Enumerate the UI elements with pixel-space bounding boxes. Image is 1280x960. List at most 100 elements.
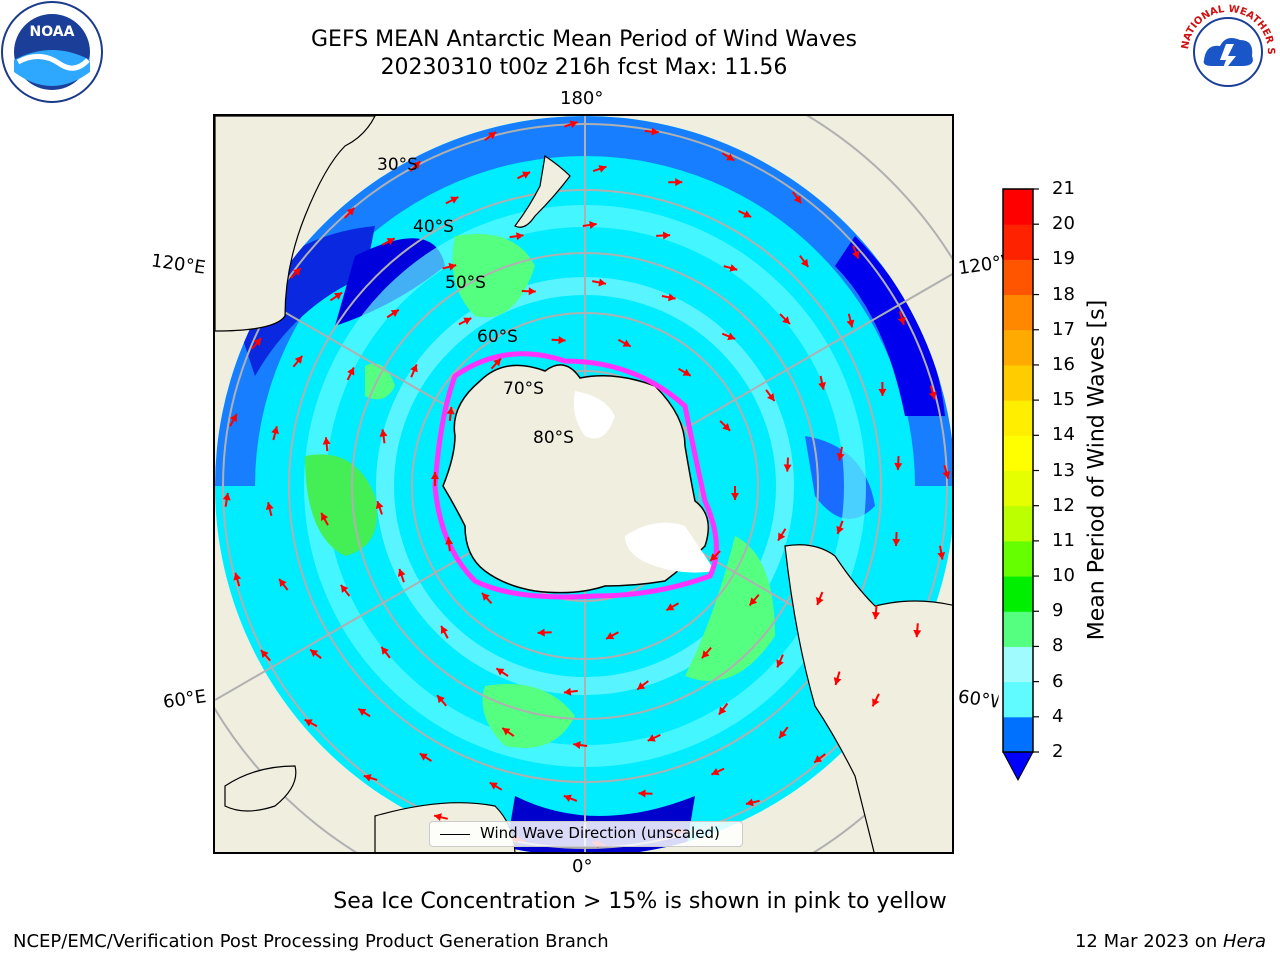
wind-arrow-head (782, 316, 790, 325)
wind-arrow-head (894, 462, 903, 471)
wind-arrow-head (779, 730, 787, 739)
map-panel: 30°S 40°S 50°S 60°S 70°S 80°S Wind Wave … (213, 114, 954, 854)
lon-label-180: 180° (560, 88, 604, 109)
wind-arrow-head (778, 532, 786, 541)
wind-arrow-head (637, 682, 646, 690)
colorbar-band (1003, 716, 1033, 753)
colorbar-tick-label: 12 (1052, 494, 1075, 516)
wind-arrow-head (321, 512, 329, 521)
lon-label-0: 0° (572, 856, 593, 877)
wind-arrow-head (310, 649, 319, 658)
polar-map: 30°S 40°S 50°S 60°S 70°S 80°S (215, 116, 952, 852)
colorbar-tick-label: 21 (1052, 178, 1075, 199)
colorbar-tick-label: 4 (1052, 705, 1064, 727)
wind-arrow-head (563, 794, 572, 803)
colorbar-tick-label: 19 (1052, 248, 1075, 270)
wind-arrow-head (265, 502, 274, 511)
wind-arrow-head (434, 813, 442, 822)
lat-label-50s: 50°S (445, 273, 486, 293)
wind-arrow-head (253, 338, 262, 346)
noaa-logo-text: NOAA (30, 24, 75, 40)
wind-arrow-head (937, 551, 946, 560)
wind-arrow-head (800, 258, 809, 267)
wind-arrow-head (666, 603, 675, 611)
wind-arrow-head (397, 568, 406, 577)
wind-arrow-head (502, 728, 511, 736)
wind-arrow-head (363, 774, 372, 782)
wind-arrow-head (516, 232, 524, 241)
new-zealand-landmass (514, 154, 571, 228)
wind-arrow-head (928, 391, 937, 400)
colorbar-tick-label: 8 (1052, 635, 1064, 657)
colorbar-band (1003, 611, 1033, 647)
wind-arrow-head (836, 525, 844, 534)
wind-arrow-head (783, 464, 792, 472)
wind-arrow-head (386, 238, 395, 246)
wind-arrow-head (446, 406, 455, 415)
colorbar-band (1003, 435, 1033, 471)
wind-arrow-head (445, 537, 454, 545)
colorbar-tick-label: 9 (1052, 600, 1064, 622)
wind-arrow-head (294, 355, 303, 364)
wind-arrow-head (668, 293, 676, 302)
wind-arrow-head (573, 741, 581, 750)
wind-arrow-head (701, 650, 710, 659)
wind-arrow-head (229, 414, 237, 423)
wind-arrow-head (818, 381, 826, 390)
wind-arrow-head (651, 127, 659, 136)
wind-arrow-head (440, 625, 448, 634)
wind-arrow-head (622, 339, 631, 347)
footer-date: 12 Mar 2023 on Hera (1075, 931, 1266, 952)
wind-arrow-head (726, 153, 735, 161)
ice-shelf-ross (625, 522, 715, 573)
lon-label-60w: 60°W (956, 686, 1000, 713)
colorbar-tick-label: 18 (1052, 283, 1075, 305)
wind-arrow-head (437, 695, 445, 704)
wind-arrow-head (833, 677, 842, 686)
lon-label-120e: 120°E (149, 250, 207, 279)
wind-arrow-head (379, 429, 388, 437)
wind-arrow-head (682, 368, 691, 376)
wind-arrow-head (846, 319, 855, 328)
chart-title: GEFS MEAN Antarctic Mean Period of Wind … (311, 27, 857, 52)
wind-arrow-head (638, 789, 646, 798)
wind-arrow-head (448, 262, 457, 271)
wind-arrow-head (431, 472, 439, 479)
wind-arrow-head (731, 493, 739, 500)
footer-date-text: 12 Mar 2023 on (1074, 931, 1223, 952)
legend-line-sample (440, 834, 470, 835)
wind-arrow-head (381, 646, 389, 655)
wind-arrow-head (852, 250, 860, 259)
colorbar (1002, 188, 1039, 782)
wind-arrow-head (913, 629, 922, 638)
wind-arrow-head (942, 470, 951, 479)
colorbar-band (1003, 400, 1033, 436)
wind-arrow-head (410, 364, 418, 373)
wind-arrow-head (375, 501, 384, 510)
wind-arrow-head (598, 165, 607, 173)
colorbar-band (1003, 189, 1033, 225)
colorbar-band (1003, 329, 1033, 366)
legend-label: Wind Wave Direction (unscaled) (480, 824, 720, 842)
colorbar-band (1003, 646, 1033, 683)
footer-host: Hera (1222, 931, 1266, 952)
colorbar-band (1003, 681, 1033, 718)
lon-label-60e: 60°E (161, 686, 208, 713)
colorbar-tick-label: 2 (1052, 741, 1064, 762)
sea-ice-edge (432, 351, 719, 600)
colorbar-band (1003, 224, 1033, 260)
wind-arrow-head (450, 196, 459, 204)
colorbar-band (1003, 505, 1033, 542)
wind-arrow-head (878, 388, 887, 396)
wind-arrow-head (412, 161, 421, 170)
wind-arrow-head (718, 706, 727, 715)
lat-label-60s: 60°S (477, 327, 518, 347)
wind-arrow-head (419, 753, 428, 761)
lat-label-40s: 40°S (413, 217, 454, 237)
wind-arrow-head (816, 597, 824, 606)
colorbar-band (1003, 540, 1033, 577)
wind-arrow-head (589, 221, 597, 229)
colorbar-tick-label: 17 (1052, 318, 1075, 340)
wind-arrow-head (662, 231, 671, 240)
colorbar-band (1003, 294, 1033, 331)
